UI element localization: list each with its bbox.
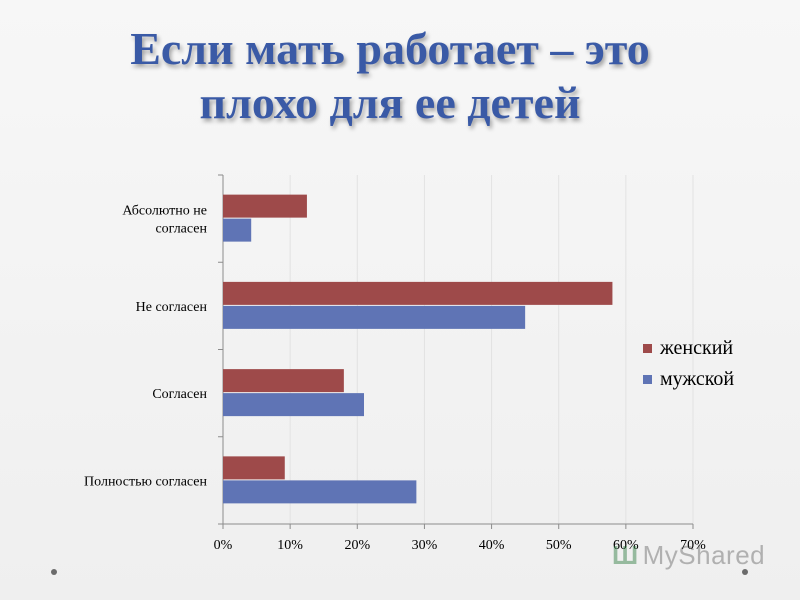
- category-label-line: Не согласен: [136, 300, 208, 315]
- x-tick-label: 30%: [412, 538, 438, 553]
- category-label-line: Согласен: [152, 387, 207, 402]
- category-label: Абсолютно не согласен: [122, 204, 207, 237]
- x-tick-label: 10%: [277, 538, 303, 553]
- bar-male: [223, 480, 417, 504]
- x-tick-label: 0%: [214, 538, 233, 553]
- watermark-text: MyShared: [642, 540, 766, 570]
- category-label: Полностью согласен: [84, 474, 207, 489]
- category-label-line: Абсолютно не: [122, 204, 207, 219]
- bar-female: [223, 369, 344, 393]
- slide-title-line-1: Если мать работает – это: [130, 23, 650, 74]
- slide-title-line-2: плохо для ее детей: [199, 77, 581, 128]
- x-tick-label: 40%: [479, 538, 505, 553]
- category-label: Не согласен: [136, 300, 208, 315]
- watermark-logo: Ш MyShared: [612, 540, 766, 570]
- nav-dot-right: [742, 569, 748, 575]
- x-tick-label: 70%: [680, 538, 706, 553]
- category-label-line: Полностью согласен: [84, 474, 207, 489]
- legend-swatch: [643, 375, 652, 384]
- bar-female: [223, 194, 307, 218]
- bar-male: [223, 393, 364, 417]
- bar-male: [223, 218, 252, 242]
- bar-female: [223, 456, 285, 480]
- category-label-line: согласен: [155, 222, 207, 237]
- x-tick-label: 50%: [546, 538, 572, 553]
- slide-title: Если мать работает – это плохо для ее де…: [0, 22, 780, 130]
- legend-label: женский: [659, 337, 733, 359]
- category-label: Согласен: [152, 387, 207, 402]
- x-tick-label: 20%: [344, 538, 370, 553]
- bar-male: [223, 305, 526, 329]
- legend-swatch: [643, 344, 652, 353]
- legend-label: мужской: [660, 368, 734, 390]
- nav-dot-left: [51, 569, 57, 575]
- x-tick-label: 60%: [613, 538, 639, 553]
- bar-female: [223, 281, 613, 305]
